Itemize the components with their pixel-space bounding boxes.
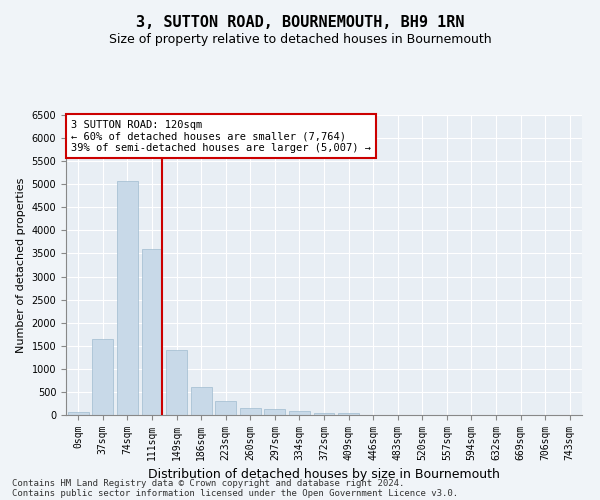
Bar bbox=[117, 180, 138, 415]
Bar bbox=[215, 401, 236, 415]
Bar bbox=[92, 339, 113, 415]
Y-axis label: Number of detached properties: Number of detached properties bbox=[16, 178, 26, 352]
Bar bbox=[265, 409, 286, 415]
Bar bbox=[338, 413, 359, 415]
Text: 3, SUTTON ROAD, BOURNEMOUTH, BH9 1RN: 3, SUTTON ROAD, BOURNEMOUTH, BH9 1RN bbox=[136, 15, 464, 30]
Text: Contains HM Land Registry data © Crown copyright and database right 2024.: Contains HM Land Registry data © Crown c… bbox=[12, 478, 404, 488]
X-axis label: Distribution of detached houses by size in Bournemouth: Distribution of detached houses by size … bbox=[148, 468, 500, 481]
Bar bbox=[191, 387, 212, 415]
Bar bbox=[142, 249, 163, 415]
Bar bbox=[314, 412, 334, 415]
Text: Contains public sector information licensed under the Open Government Licence v3: Contains public sector information licen… bbox=[12, 488, 458, 498]
Text: Size of property relative to detached houses in Bournemouth: Size of property relative to detached ho… bbox=[109, 32, 491, 46]
Bar bbox=[289, 411, 310, 415]
Bar bbox=[166, 350, 187, 415]
Bar bbox=[240, 408, 261, 415]
Bar bbox=[68, 412, 89, 415]
Text: 3 SUTTON ROAD: 120sqm
← 60% of detached houses are smaller (7,764)
39% of semi-d: 3 SUTTON ROAD: 120sqm ← 60% of detached … bbox=[71, 120, 371, 152]
